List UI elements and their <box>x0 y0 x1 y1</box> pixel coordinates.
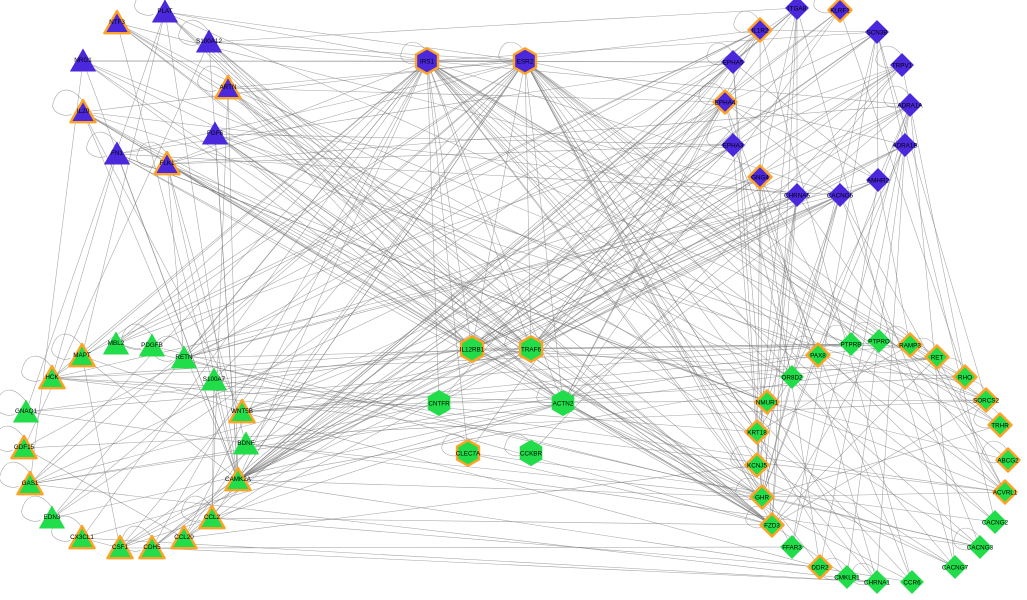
svg-text:FZD3: FZD3 <box>764 523 780 530</box>
svg-text:ADRA1A: ADRA1A <box>897 103 923 110</box>
svg-text:GNG4: GNG4 <box>751 175 769 182</box>
svg-text:RET: RET <box>931 355 944 362</box>
svg-text:CCR6: CCR6 <box>903 580 921 587</box>
svg-text:ACTN2: ACTN2 <box>553 401 574 408</box>
svg-text:CMKLR1: CMKLR1 <box>834 575 860 582</box>
svg-text:CSF1: CSF1 <box>112 544 129 551</box>
svg-text:S100A12: S100A12 <box>196 38 222 45</box>
svg-text:CCL20: CCL20 <box>174 534 194 541</box>
svg-text:CACNG7: CACNG7 <box>942 565 969 572</box>
svg-text:CACNG2: CACNG2 <box>982 520 1009 527</box>
svg-text:TRHR: TRHR <box>991 423 1009 430</box>
svg-text:FLK1: FLK1 <box>159 160 175 167</box>
svg-text:ACVRL1: ACVRL1 <box>993 490 1018 497</box>
svg-text:KRT18: KRT18 <box>747 430 767 437</box>
svg-text:GHR: GHR <box>755 495 769 502</box>
svg-text:EPHA3: EPHA3 <box>723 143 744 150</box>
svg-text:EDN3: EDN3 <box>44 514 61 521</box>
svg-text:EPHA5: EPHA5 <box>723 60 744 67</box>
svg-text:MAPT: MAPT <box>73 352 91 359</box>
svg-text:IL1R2: IL1R2 <box>752 28 769 35</box>
svg-text:BDNF: BDNF <box>237 440 254 447</box>
svg-text:NTF3: NTF3 <box>109 19 125 26</box>
svg-text:CX3CL1: CX3CL1 <box>70 534 94 541</box>
svg-text:TRAF6: TRAF6 <box>521 347 541 354</box>
svg-text:RETN: RETN <box>175 354 193 361</box>
svg-text:ABCG2: ABCG2 <box>997 458 1019 465</box>
svg-text:SORCS2: SORCS2 <box>973 398 999 405</box>
svg-text:CACNG3: CACNG3 <box>967 545 994 552</box>
svg-text:ITGA8: ITGA8 <box>788 6 807 13</box>
svg-text:S100A7: S100A7 <box>203 376 226 383</box>
svg-text:IL20: IL20 <box>77 108 90 115</box>
svg-text:NMUR1: NMUR1 <box>756 400 779 407</box>
svg-text:DDR2: DDR2 <box>811 565 829 572</box>
svg-text:PTPRO: PTPRO <box>868 339 890 346</box>
svg-text:SCN3B: SCN3B <box>867 30 888 37</box>
svg-text:IL12RB1: IL12RB1 <box>460 347 485 354</box>
svg-text:MBL2: MBL2 <box>108 340 125 347</box>
svg-text:CAMK2A: CAMK2A <box>225 476 252 483</box>
svg-text:ADRA1B: ADRA1B <box>892 143 917 150</box>
svg-text:PTPRB: PTPRB <box>841 342 862 349</box>
svg-text:AMHR2: AMHR2 <box>867 178 890 185</box>
svg-text:FFAR3: FFAR3 <box>782 545 802 552</box>
svg-text:FGF6: FGF6 <box>207 130 224 137</box>
svg-text:CCKBR: CCKBR <box>520 451 542 458</box>
svg-text:PAX8: PAX8 <box>810 353 826 360</box>
svg-text:NRG1: NRG1 <box>74 57 92 64</box>
svg-text:TRPV1: TRPV1 <box>892 63 913 70</box>
svg-text:PLAT: PLAT <box>157 8 172 15</box>
svg-text:GNAQ1: GNAQ1 <box>15 408 38 415</box>
svg-text:HCK: HCK <box>45 374 59 381</box>
svg-text:FN1: FN1 <box>111 150 123 157</box>
svg-text:CLEC7A: CLEC7A <box>456 451 481 458</box>
svg-text:KCNJ5: KCNJ5 <box>747 463 767 470</box>
svg-text:PDGFB: PDGFB <box>141 342 163 349</box>
svg-text:CDH5: CDH5 <box>143 544 161 551</box>
svg-text:CNTFR: CNTFR <box>428 401 450 408</box>
svg-text:CHRNA1: CHRNA1 <box>864 580 890 587</box>
svg-text:OR8D2: OR8D2 <box>782 375 803 382</box>
svg-text:CCL2: CCL2 <box>204 514 221 521</box>
svg-text:ARTN: ARTN <box>219 84 236 91</box>
svg-text:WNT5B: WNT5B <box>231 408 253 415</box>
svg-text:KLRF1: KLRF1 <box>830 8 850 15</box>
svg-text:IRS1: IRS1 <box>420 59 434 66</box>
svg-text:GAS1: GAS1 <box>22 480 39 487</box>
svg-text:CHRNA5: CHRNA5 <box>784 193 810 200</box>
svg-text:GDF15: GDF15 <box>14 444 35 451</box>
svg-text:CACNG5: CACNG5 <box>827 193 854 200</box>
svg-text:EPHA4: EPHA4 <box>715 100 736 107</box>
svg-text:RAMP3: RAMP3 <box>899 343 921 350</box>
svg-text:RHO: RHO <box>958 375 972 382</box>
svg-text:ESR2: ESR2 <box>517 59 534 66</box>
